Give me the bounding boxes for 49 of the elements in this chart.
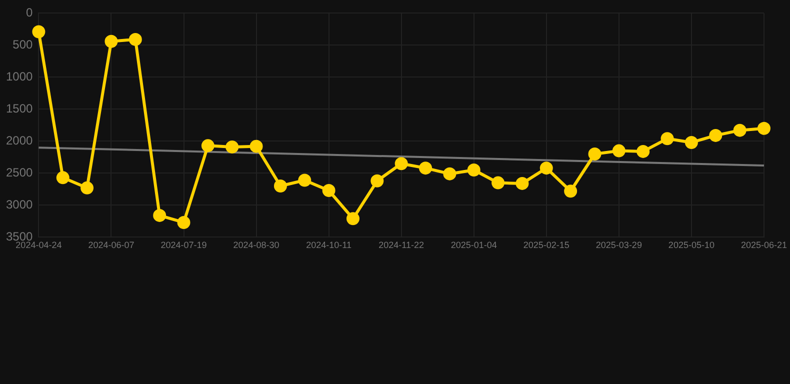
point (298, 174, 312, 187)
point (322, 184, 336, 197)
x-tick-label: 2024-08-30 (233, 240, 280, 250)
point (709, 128, 722, 142)
point (128, 32, 142, 46)
point (56, 171, 70, 184)
point (467, 164, 480, 176)
x-tick-label: 2025-01-04 (450, 240, 497, 250)
point (540, 162, 553, 175)
y-tick-label: 500 (12, 38, 34, 52)
point (564, 184, 578, 198)
point (104, 34, 118, 48)
x-tick-label: 2025-03-29 (596, 240, 642, 250)
point (80, 181, 94, 194)
y-tick-label: 0 (26, 6, 34, 20)
point (346, 212, 360, 226)
y-tick-label: 2000 (6, 134, 34, 148)
point (492, 176, 505, 190)
point (274, 180, 287, 192)
point (394, 157, 408, 170)
point (226, 140, 239, 154)
point (684, 136, 698, 149)
point (588, 148, 602, 160)
point (757, 122, 770, 135)
x-tick-label: 2024-10-11 (306, 240, 352, 250)
point (153, 208, 166, 222)
x-tick-label: 2025-05-10 (668, 240, 714, 250)
point (370, 174, 384, 188)
x-tick-label: 2024-07-19 (160, 240, 207, 250)
point (32, 25, 46, 38)
x-tick-label: 2024-06-07 (88, 240, 134, 250)
x-tick-label: 2025-06-21 (740, 240, 788, 250)
point (250, 140, 263, 153)
y-tick-label: 3000 (6, 198, 34, 212)
point (516, 176, 529, 190)
point (733, 124, 746, 137)
x-tick-label: 2024-04-24 (16, 240, 62, 250)
point (636, 144, 650, 158)
y-tick-label: 2500 (6, 166, 34, 180)
y-tick-label: 1500 (6, 102, 34, 116)
point (201, 139, 214, 152)
y-tick-label: 1000 (6, 70, 34, 84)
x-tick-label: 2025-02-15 (523, 240, 570, 250)
x-tick-label: 2024-11-22 (378, 240, 424, 250)
point (443, 167, 456, 180)
point (612, 144, 626, 158)
point (177, 216, 190, 229)
point (419, 162, 432, 175)
point (660, 132, 674, 146)
